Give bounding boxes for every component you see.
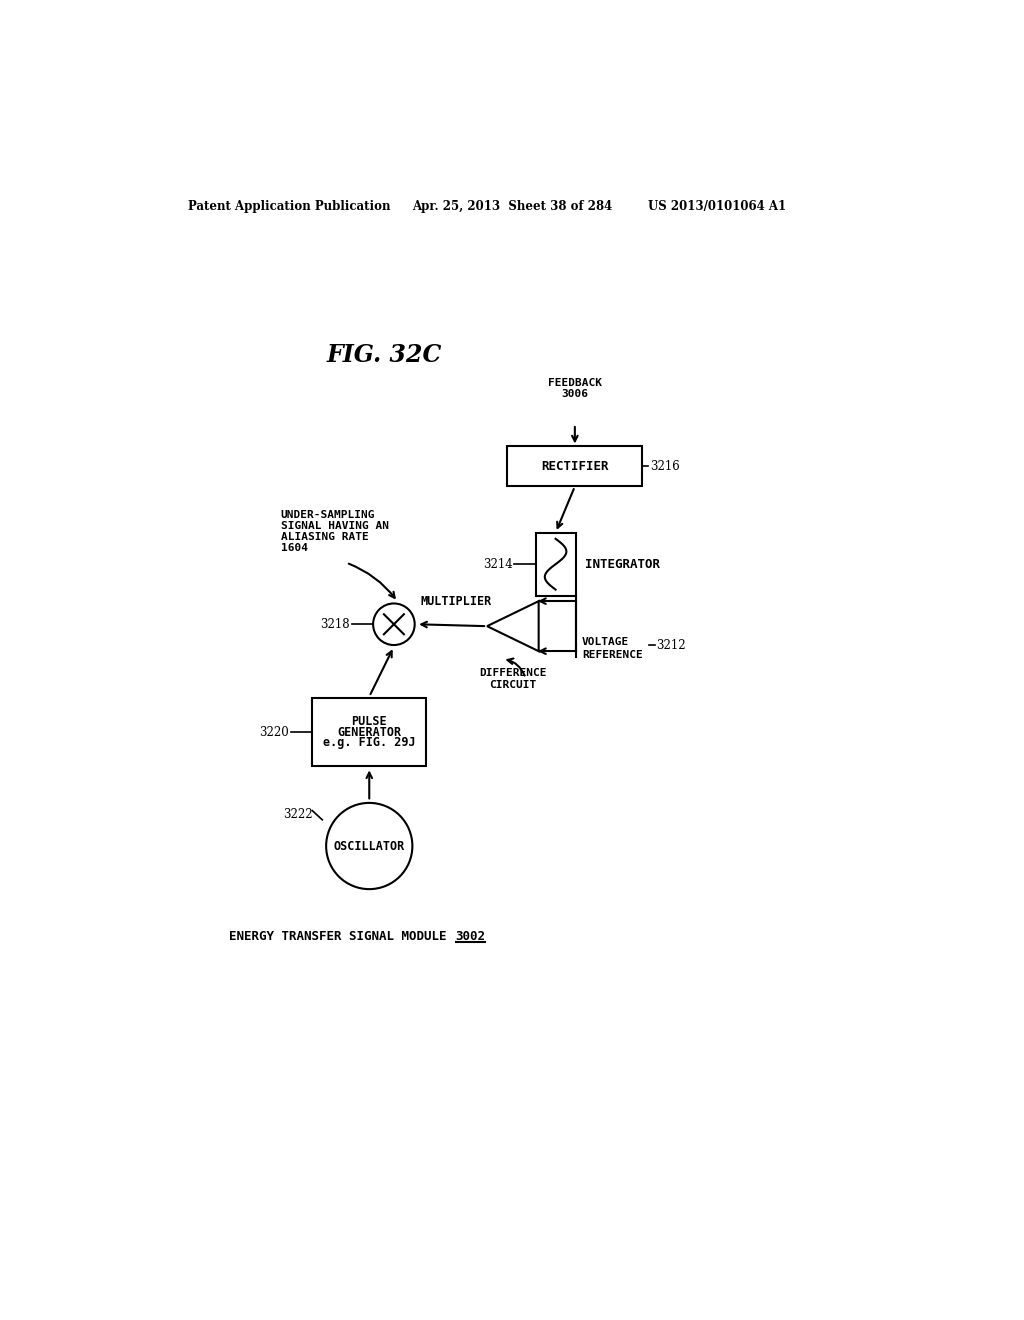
Text: 3218: 3218 <box>321 618 350 631</box>
Text: US 2013/0101064 A1: US 2013/0101064 A1 <box>648 199 786 213</box>
Text: SIGNAL HAVING AN: SIGNAL HAVING AN <box>281 521 389 531</box>
Text: UNDER-SAMPLING: UNDER-SAMPLING <box>281 511 375 520</box>
Text: 3220: 3220 <box>259 726 289 739</box>
Text: 3002: 3002 <box>456 929 485 942</box>
Text: MULTIPLIER: MULTIPLIER <box>421 594 493 607</box>
Text: 3214: 3214 <box>482 557 512 570</box>
Text: VOLTAGE: VOLTAGE <box>582 638 629 647</box>
Text: PULSE: PULSE <box>351 714 387 727</box>
Text: e.g. FIG. 29J: e.g. FIG. 29J <box>323 737 416 750</box>
Text: GENERATOR: GENERATOR <box>337 726 401 739</box>
Text: OSCILLATOR: OSCILLATOR <box>334 840 404 853</box>
Text: FEEDBACK
3006: FEEDBACK 3006 <box>548 378 602 400</box>
Bar <box>312 698 426 766</box>
Text: INTEGRATOR: INTEGRATOR <box>585 557 659 570</box>
Text: Patent Application Publication: Patent Application Publication <box>188 199 391 213</box>
Text: DIFFERENCE: DIFFERENCE <box>479 668 547 678</box>
Bar <box>536 532 575 595</box>
Text: Apr. 25, 2013  Sheet 38 of 284: Apr. 25, 2013 Sheet 38 of 284 <box>412 199 612 213</box>
Text: 1604: 1604 <box>281 543 307 553</box>
Text: CIRCUIT: CIRCUIT <box>489 681 537 690</box>
Text: 3216: 3216 <box>650 459 680 473</box>
Text: 3212: 3212 <box>656 639 686 652</box>
Text: RECTIFIER: RECTIFIER <box>541 459 608 473</box>
Text: REFERENCE: REFERENCE <box>582 651 642 660</box>
Text: FIG. 32C: FIG. 32C <box>327 343 442 367</box>
Text: 3222: 3222 <box>283 808 312 821</box>
Bar <box>508 446 642 487</box>
Text: ENERGY TRANSFER SIGNAL MODULE: ENERGY TRANSFER SIGNAL MODULE <box>229 929 454 942</box>
Text: ALIASING RATE: ALIASING RATE <box>281 532 369 543</box>
